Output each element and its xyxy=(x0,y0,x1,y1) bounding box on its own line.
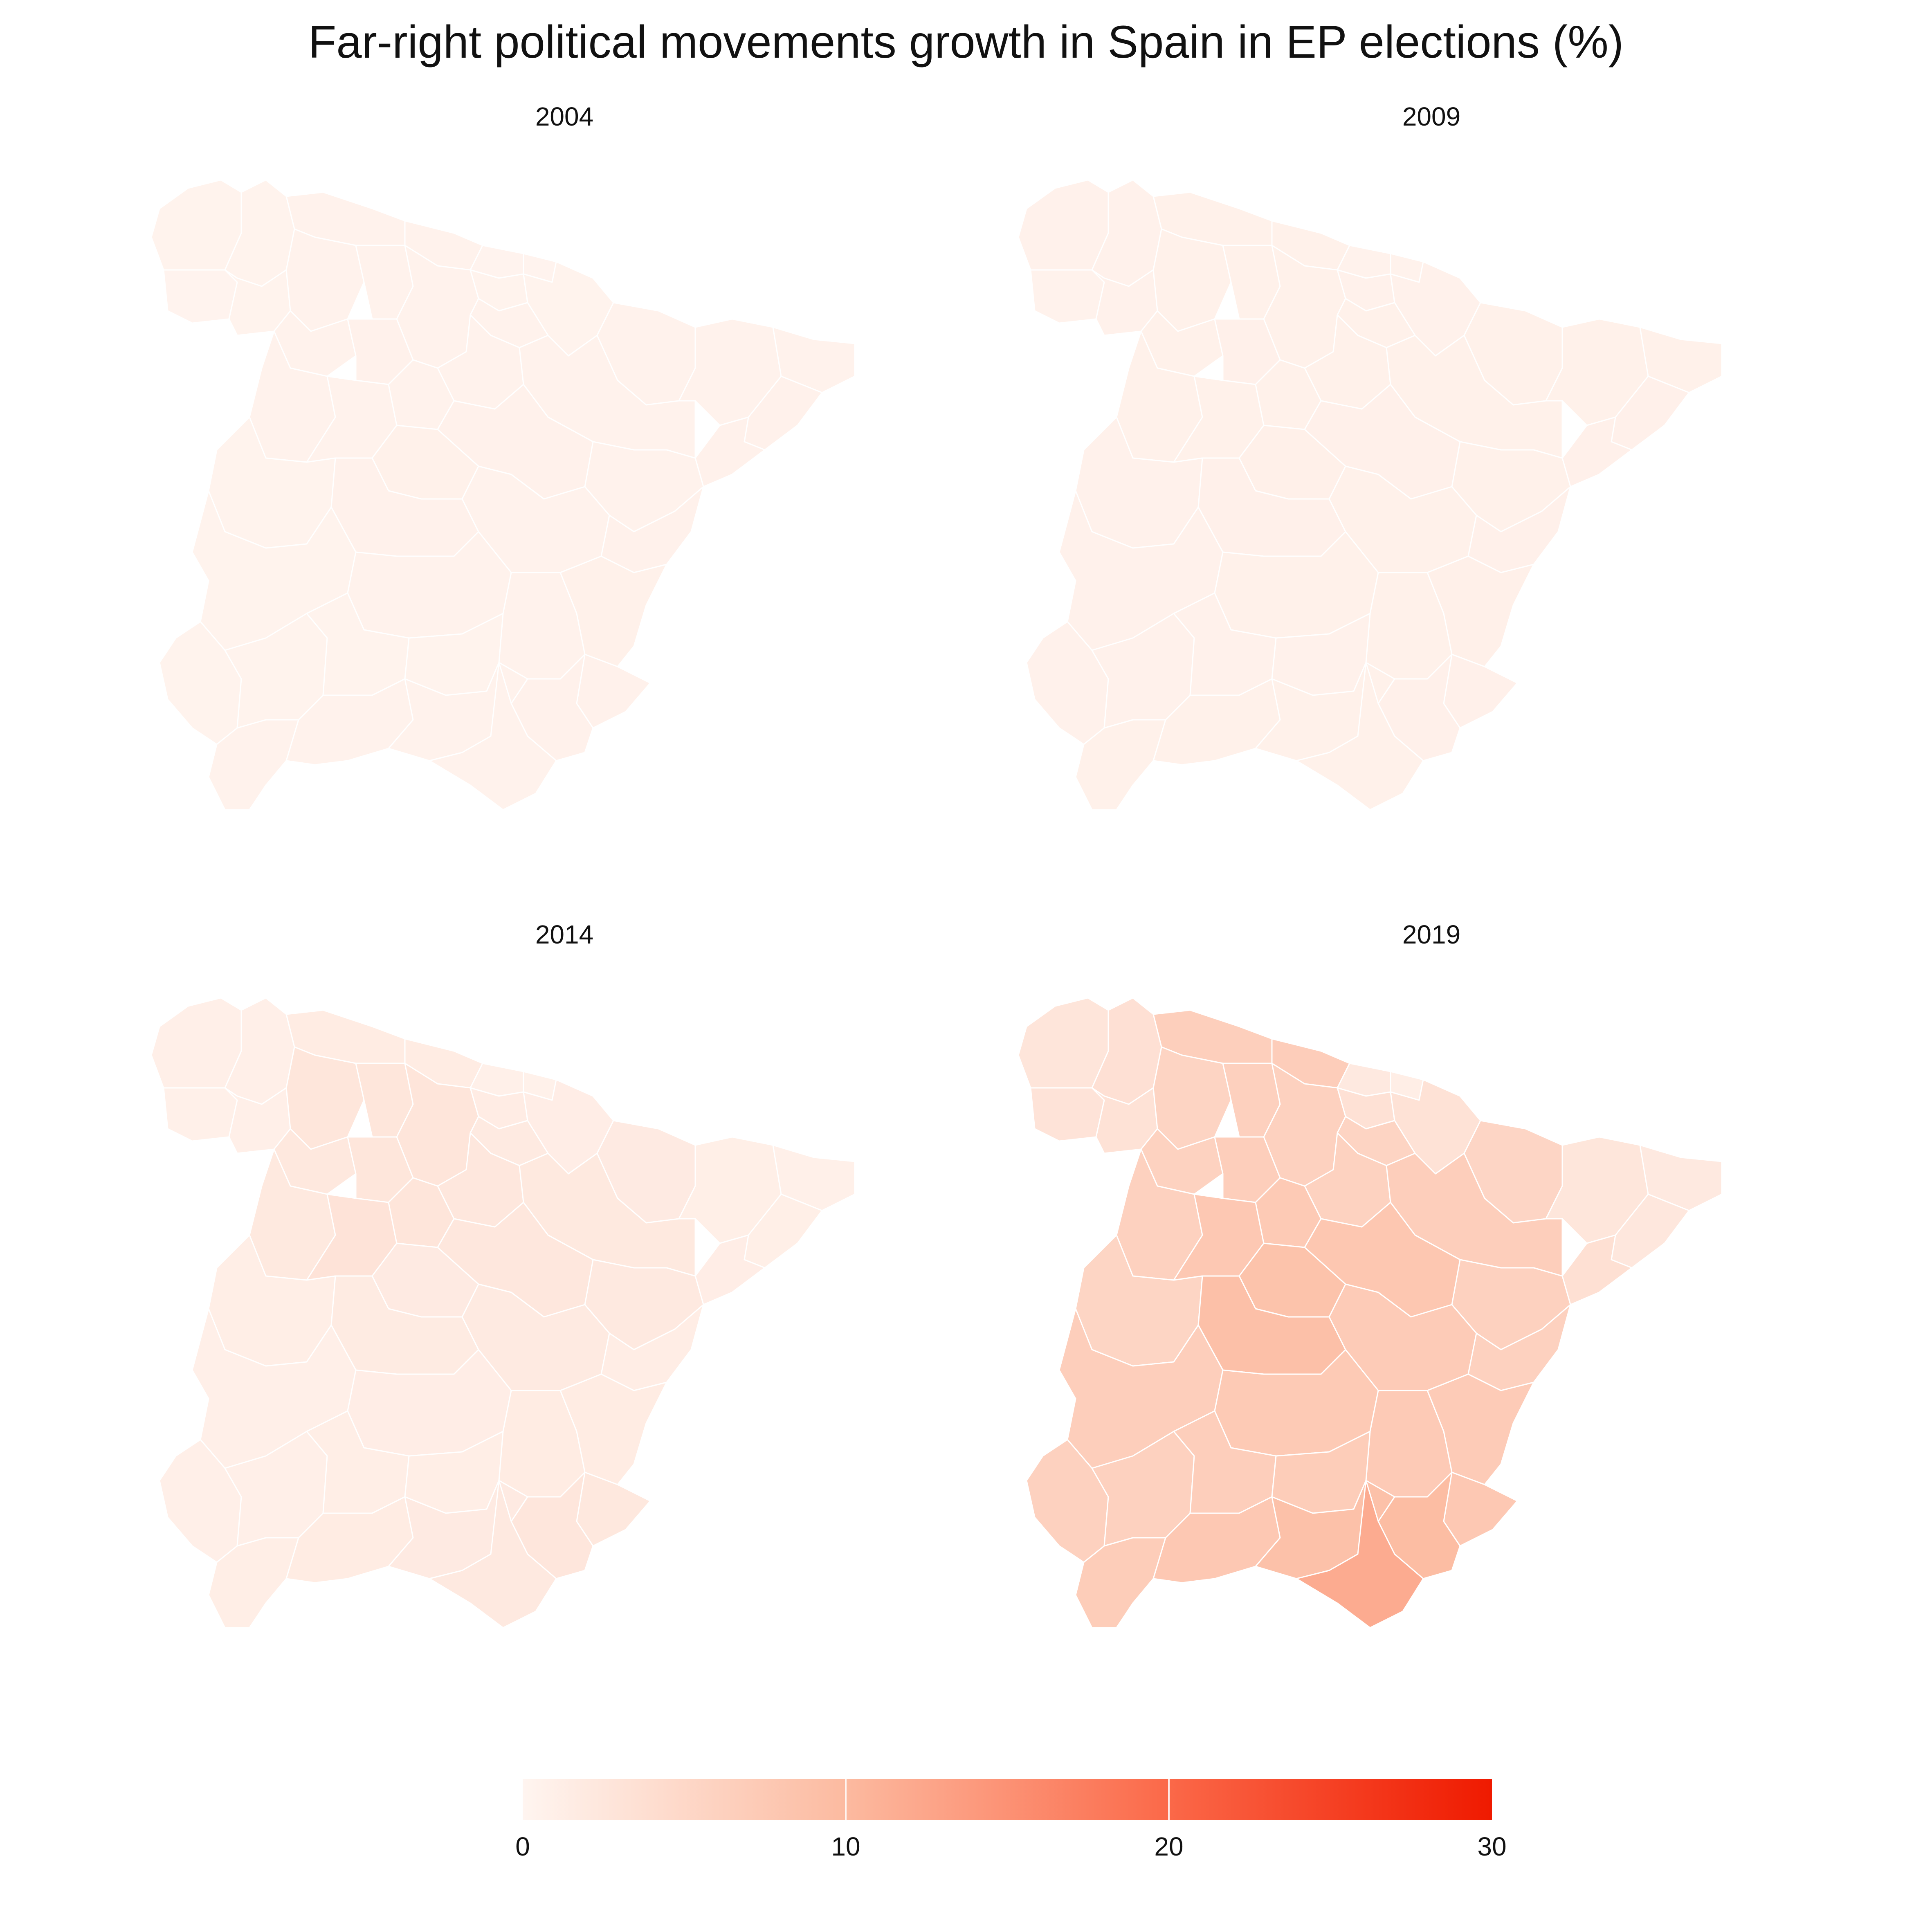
province-a-coruna-2014 xyxy=(151,997,242,1089)
legend-color-bar xyxy=(523,1779,1492,1820)
panel-title-2004: 2004 xyxy=(535,102,594,131)
province-leon-2014 xyxy=(285,1046,365,1150)
panel-title-2014: 2014 xyxy=(535,920,594,949)
color-legend: 0 10 20 30 xyxy=(491,1771,1513,1885)
province-almeria-2019 xyxy=(1296,1480,1424,1629)
province-a-coruna-2019 xyxy=(1018,997,1109,1089)
panel-title-2019: 2019 xyxy=(1402,920,1461,949)
legend-tick-label: 10 xyxy=(831,1832,860,1861)
province-alicante-2014 xyxy=(576,1471,651,1547)
province-cadiz-2014 xyxy=(208,1537,299,1629)
legend-tick-label: 30 xyxy=(1477,1832,1507,1861)
map-2019 xyxy=(1018,997,1723,1629)
province-alicante-2019 xyxy=(1443,1471,1518,1547)
map-2004 xyxy=(151,179,856,811)
legend-tick-label: 20 xyxy=(1154,1832,1184,1861)
province-a-coruna-2004 xyxy=(151,179,242,271)
province-pontevedra-2009 xyxy=(1030,269,1105,324)
province-almeria-2004 xyxy=(429,662,557,811)
province-pontevedra-2014 xyxy=(163,1087,238,1142)
province-alicante-2009 xyxy=(1443,654,1518,729)
panel-title-2009: 2009 xyxy=(1402,102,1461,131)
province-cadiz-2009 xyxy=(1075,719,1166,811)
province-almeria-2014 xyxy=(429,1480,557,1629)
province-alicante-2004 xyxy=(576,654,651,729)
province-cadiz-2019 xyxy=(1075,1537,1166,1629)
province-pontevedra-2019 xyxy=(1030,1087,1105,1142)
province-almeria-2009 xyxy=(1296,662,1424,811)
province-leon-2009 xyxy=(1152,228,1232,332)
map-2009 xyxy=(1018,179,1723,811)
legend-tick-mark xyxy=(845,1779,847,1820)
province-leon-2004 xyxy=(285,228,365,332)
legend-tick-label: 0 xyxy=(515,1832,530,1861)
province-cadiz-2004 xyxy=(208,719,299,811)
map-2014 xyxy=(151,997,856,1629)
legend-tick-mark xyxy=(1168,1779,1170,1820)
province-pontevedra-2004 xyxy=(163,269,238,324)
province-leon-2019 xyxy=(1152,1046,1232,1150)
province-a-coruna-2009 xyxy=(1018,179,1109,271)
figure-title: Far-right political movements growth in … xyxy=(308,16,1624,67)
